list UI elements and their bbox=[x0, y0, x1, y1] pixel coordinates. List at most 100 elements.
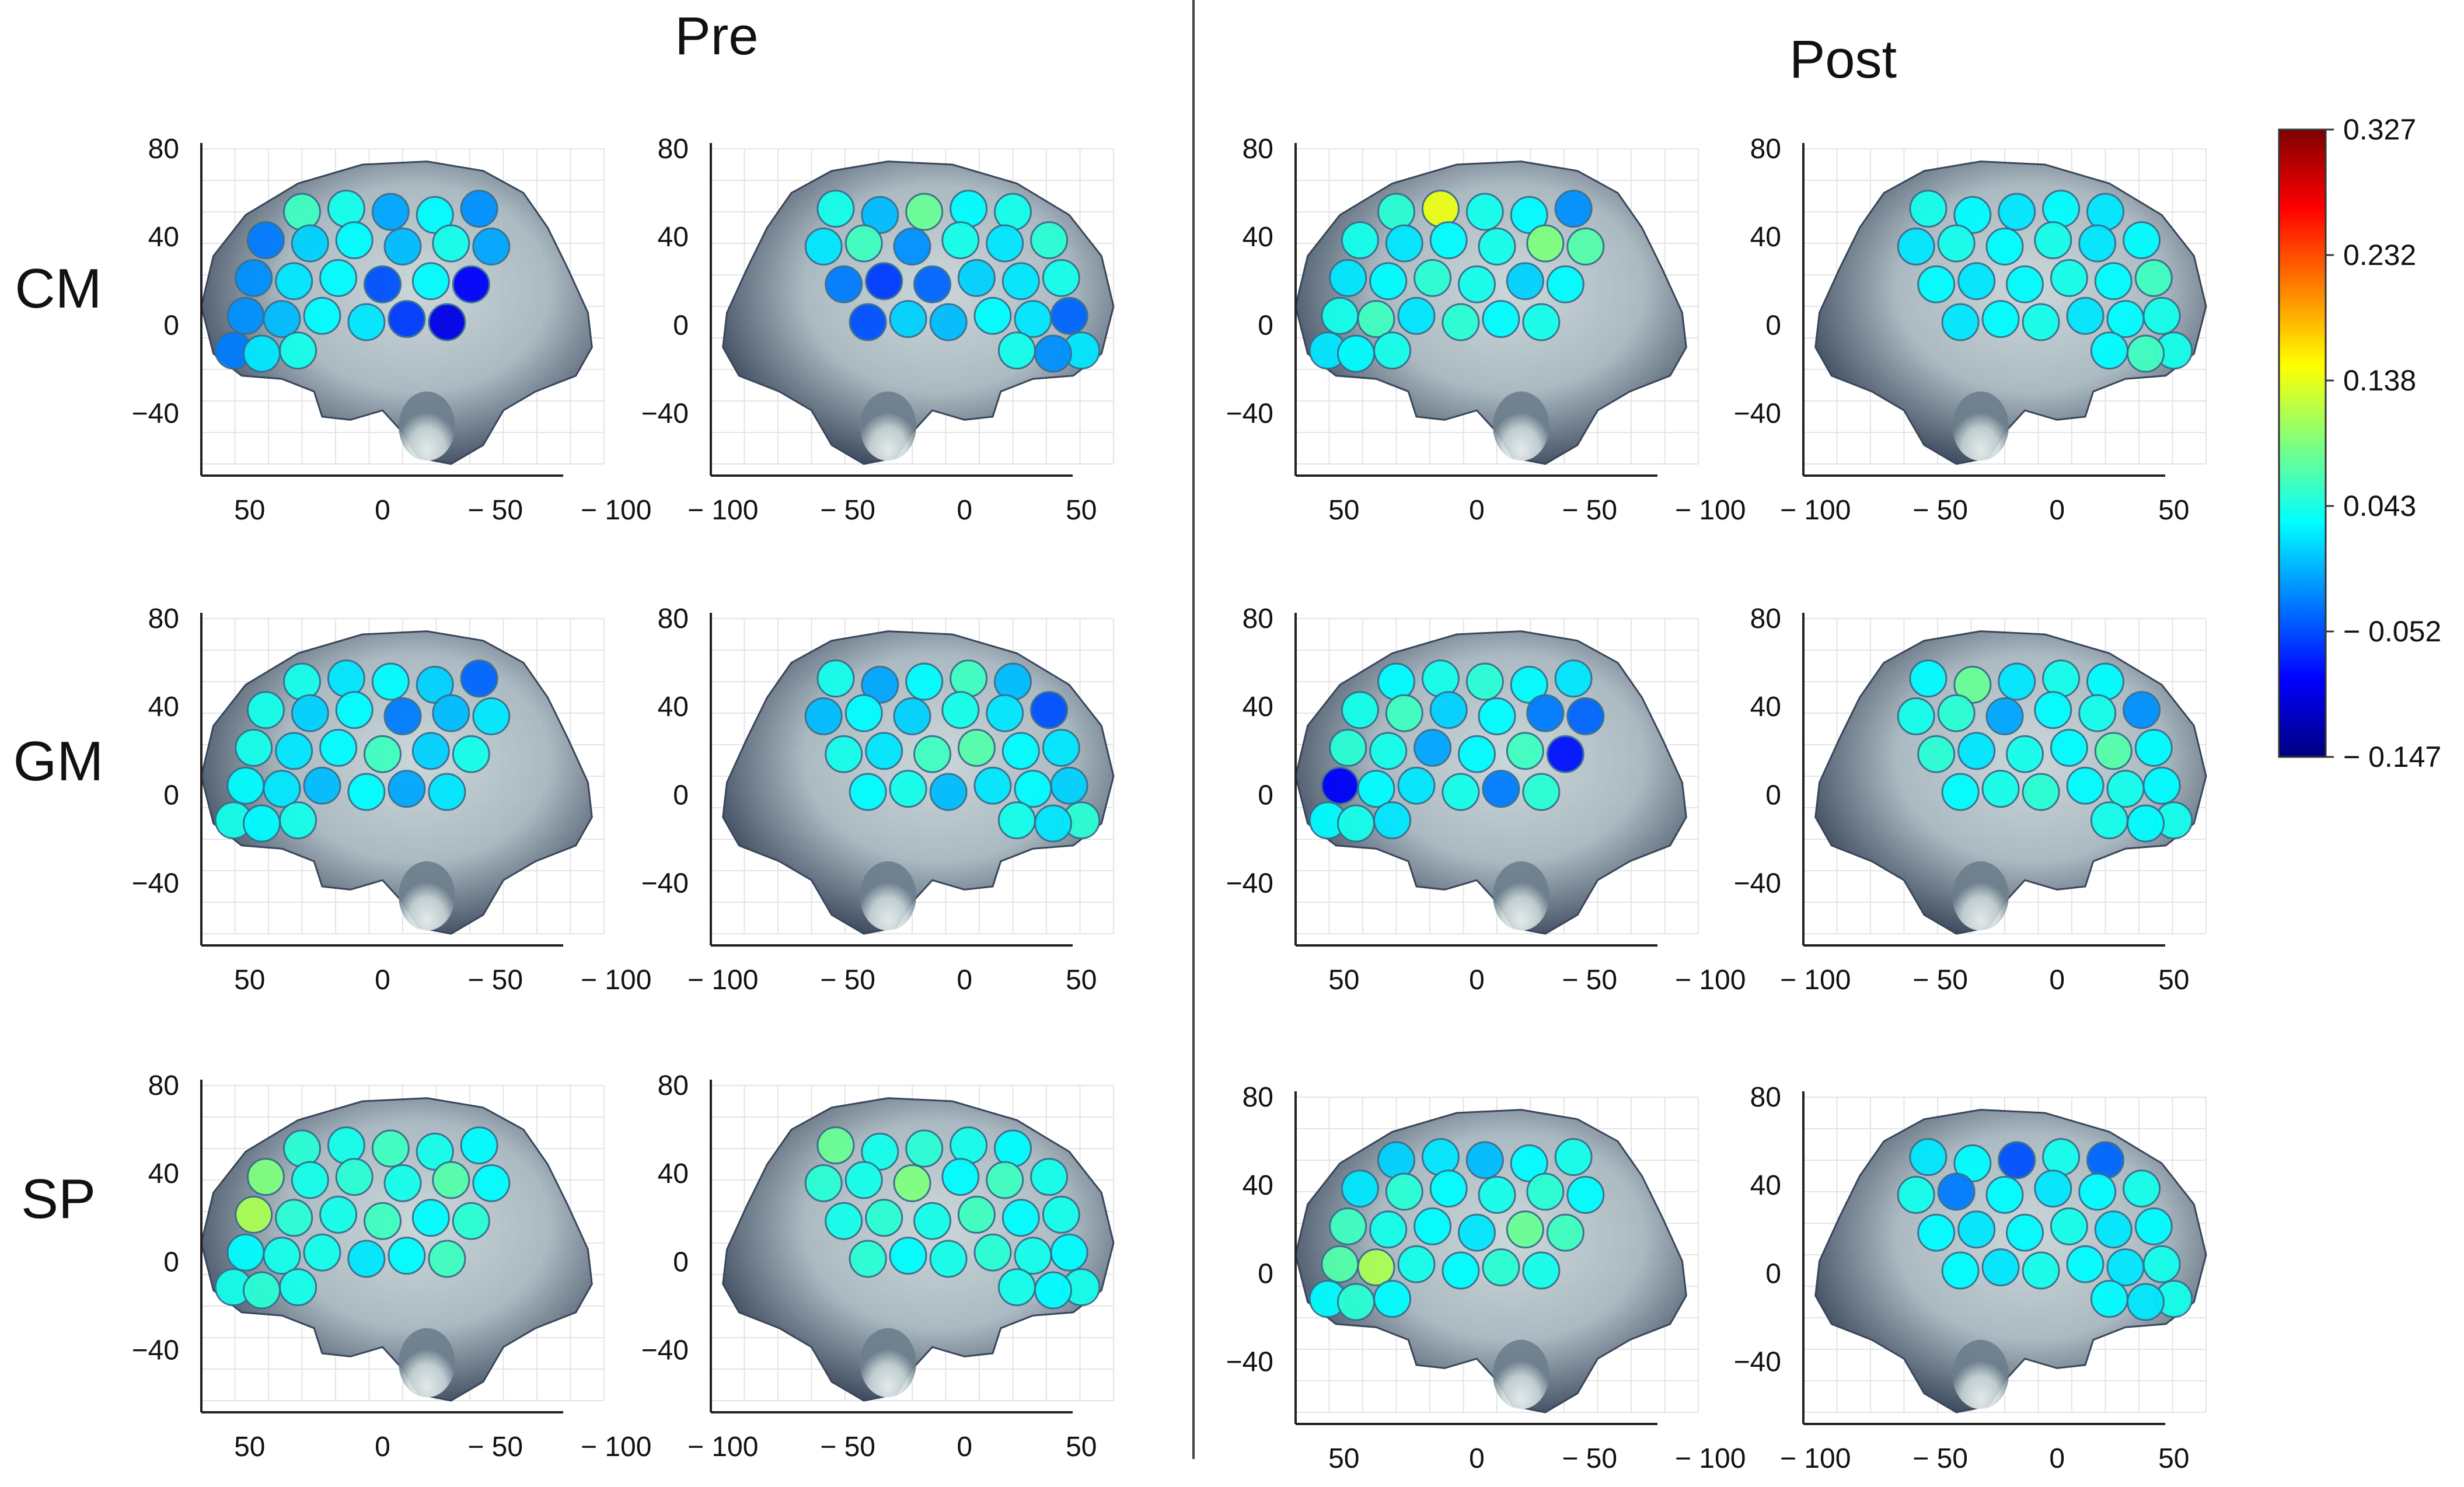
electrode bbox=[432, 224, 470, 263]
electrode bbox=[2127, 1283, 2165, 1321]
electrode bbox=[275, 262, 313, 301]
electrode bbox=[1981, 1248, 2020, 1287]
electrode bbox=[246, 691, 285, 729]
y-tick-label: 80 bbox=[658, 603, 689, 634]
electrode bbox=[816, 190, 855, 228]
electrode bbox=[1941, 1251, 1980, 1290]
electrode bbox=[2078, 224, 2117, 263]
electrode bbox=[1321, 766, 1359, 805]
electrode bbox=[303, 296, 341, 335]
electrode bbox=[2006, 1213, 2044, 1252]
electrode bbox=[2123, 221, 2161, 260]
electrode-group bbox=[804, 659, 1101, 843]
electrode bbox=[1526, 224, 1565, 263]
electrode bbox=[849, 773, 887, 811]
electrode bbox=[1034, 1271, 1072, 1310]
electrode bbox=[1478, 227, 1516, 266]
electrode bbox=[1917, 735, 1956, 773]
y-tick-label: 0 bbox=[673, 1247, 689, 1277]
electrode bbox=[865, 732, 903, 770]
electrode bbox=[1377, 1141, 1415, 1179]
electrode bbox=[2034, 1170, 2072, 1208]
electrode bbox=[1050, 1233, 1088, 1272]
electrode bbox=[2134, 259, 2173, 297]
column-title-pre: Pre bbox=[675, 6, 759, 66]
electrode bbox=[1941, 303, 1980, 341]
electrode bbox=[929, 773, 968, 811]
x-tick-label: 0 bbox=[1469, 965, 1485, 996]
electrode bbox=[279, 801, 317, 840]
electrode bbox=[1329, 1207, 1367, 1245]
panel-gm-pre-right: 80 40 0 −40 − 100 − 50 0 50 bbox=[641, 603, 1115, 996]
panel-axes: 80 40 0 −40 − 100 − 50 0 50 bbox=[641, 1070, 1097, 1462]
electrode bbox=[844, 224, 883, 263]
x-tick-label: − 100 bbox=[1675, 965, 1746, 996]
electrode bbox=[2106, 300, 2145, 338]
electrode bbox=[2123, 1170, 2161, 1208]
electrode bbox=[1522, 773, 1561, 811]
electrode bbox=[825, 265, 863, 303]
electrode bbox=[327, 1126, 365, 1165]
electrode bbox=[2050, 728, 2088, 767]
electrode bbox=[1014, 1237, 1052, 1275]
panel-axes: 80 40 0 −40 − 100 − 50 0 50 bbox=[641, 134, 1097, 526]
x-tick-label: − 50 bbox=[1562, 965, 1617, 996]
electrode bbox=[1937, 224, 1976, 263]
electrode bbox=[2050, 1207, 2088, 1245]
electrode bbox=[2123, 691, 2161, 729]
brainstem bbox=[399, 1328, 455, 1398]
electrode bbox=[1937, 694, 1976, 732]
electrode bbox=[371, 193, 410, 231]
electrode bbox=[2142, 766, 2181, 805]
x-tick-label: − 100 bbox=[1675, 495, 1746, 526]
electrode bbox=[994, 662, 1032, 701]
panel-cm-pre-left: 80 40 0 −40 50 0 − 50 − 100 bbox=[132, 134, 652, 526]
y-tick-label: −40 bbox=[132, 868, 179, 899]
electrode bbox=[246, 221, 285, 260]
electrode bbox=[950, 1126, 988, 1165]
electrode bbox=[941, 1158, 980, 1196]
electrode bbox=[432, 1161, 470, 1199]
electrode bbox=[1329, 728, 1367, 767]
y-tick-label: 40 bbox=[1750, 692, 1781, 722]
electrode bbox=[1522, 1251, 1561, 1290]
electrode bbox=[1421, 1138, 1460, 1177]
y-tick-label: 0 bbox=[163, 310, 179, 341]
x-tick-label: 0 bbox=[375, 1432, 390, 1462]
electrode bbox=[2106, 1248, 2145, 1287]
electrode bbox=[279, 1268, 317, 1307]
brainstem bbox=[860, 391, 916, 461]
electrode bbox=[1373, 801, 1412, 840]
electrode bbox=[327, 190, 365, 228]
electrode bbox=[263, 300, 301, 338]
electrode-group bbox=[1308, 1138, 1605, 1321]
electrode-group bbox=[214, 1126, 511, 1310]
pre-post-divider bbox=[1192, 0, 1195, 1459]
electrode bbox=[905, 193, 944, 231]
electrode bbox=[1050, 296, 1088, 335]
electrode bbox=[816, 1126, 855, 1165]
electrode bbox=[2022, 1251, 2060, 1290]
panel-sp-post-left: 80 40 0 −40 50 0 − 50 − 100 bbox=[1226, 1082, 1746, 1474]
panel-axes: 80 40 0 −40 50 0 − 50 − 100 bbox=[132, 134, 652, 526]
electrode bbox=[460, 1126, 498, 1165]
x-tick-label: − 50 bbox=[820, 495, 875, 526]
electrode bbox=[950, 190, 988, 228]
electrode bbox=[1385, 694, 1423, 732]
x-tick-label: − 100 bbox=[581, 1432, 651, 1462]
electrode bbox=[1981, 300, 2020, 338]
y-tick-label: 40 bbox=[658, 222, 689, 253]
electrode bbox=[1937, 1172, 1976, 1211]
electrode bbox=[1546, 1213, 1585, 1252]
electrode bbox=[1554, 659, 1593, 698]
electrode bbox=[889, 300, 927, 338]
y-tick-label: −40 bbox=[1734, 868, 1781, 899]
electrode bbox=[2134, 728, 2173, 767]
y-tick-label: 40 bbox=[148, 1158, 179, 1189]
y-tick-label: 0 bbox=[673, 310, 689, 341]
electrode bbox=[243, 334, 281, 373]
electrode bbox=[243, 804, 281, 843]
electrode bbox=[849, 303, 887, 341]
electrode bbox=[986, 224, 1024, 263]
y-tick-label: 80 bbox=[148, 603, 179, 634]
